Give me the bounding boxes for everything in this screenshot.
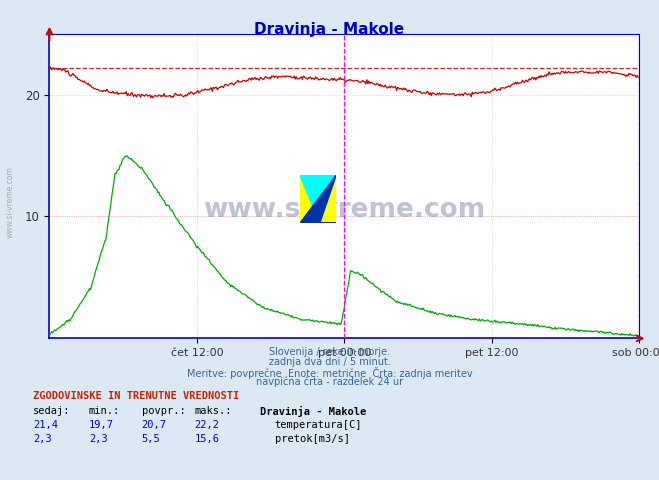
Text: 21,4: 21,4 xyxy=(33,420,58,430)
Text: min.:: min.: xyxy=(89,406,120,416)
Text: navpična črta - razdelek 24 ur: navpična črta - razdelek 24 ur xyxy=(256,377,403,387)
Text: www.si-vreme.com: www.si-vreme.com xyxy=(203,197,486,223)
Text: Slovenija / reke in morje.: Slovenija / reke in morje. xyxy=(269,347,390,357)
Text: Meritve: povprečne  Enote: metrične  Črta: zadnja meritev: Meritve: povprečne Enote: metrične Črta:… xyxy=(186,367,473,379)
Text: 22,2: 22,2 xyxy=(194,420,219,430)
Text: 5,5: 5,5 xyxy=(142,434,160,444)
Polygon shape xyxy=(300,175,336,223)
Text: pretok[m3/s]: pretok[m3/s] xyxy=(275,434,350,444)
Text: 20,7: 20,7 xyxy=(142,420,167,430)
Text: 19,7: 19,7 xyxy=(89,420,114,430)
Text: temperatura[C]: temperatura[C] xyxy=(275,420,362,430)
Text: Dravinja - Makole: Dravinja - Makole xyxy=(260,406,366,417)
Text: 2,3: 2,3 xyxy=(33,434,51,444)
Polygon shape xyxy=(300,175,336,223)
Text: www.si-vreme.com: www.si-vreme.com xyxy=(5,166,14,238)
Text: 15,6: 15,6 xyxy=(194,434,219,444)
Text: ZGODOVINSKE IN TRENUTNE VREDNOSTI: ZGODOVINSKE IN TRENUTNE VREDNOSTI xyxy=(33,391,239,401)
Text: povpr.:: povpr.: xyxy=(142,406,185,416)
Text: zadnja dva dni / 5 minut.: zadnja dva dni / 5 minut. xyxy=(269,357,390,367)
Text: Dravinja - Makole: Dravinja - Makole xyxy=(254,22,405,36)
Text: maks.:: maks.: xyxy=(194,406,232,416)
Text: sedaj:: sedaj: xyxy=(33,406,71,416)
Text: 2,3: 2,3 xyxy=(89,434,107,444)
